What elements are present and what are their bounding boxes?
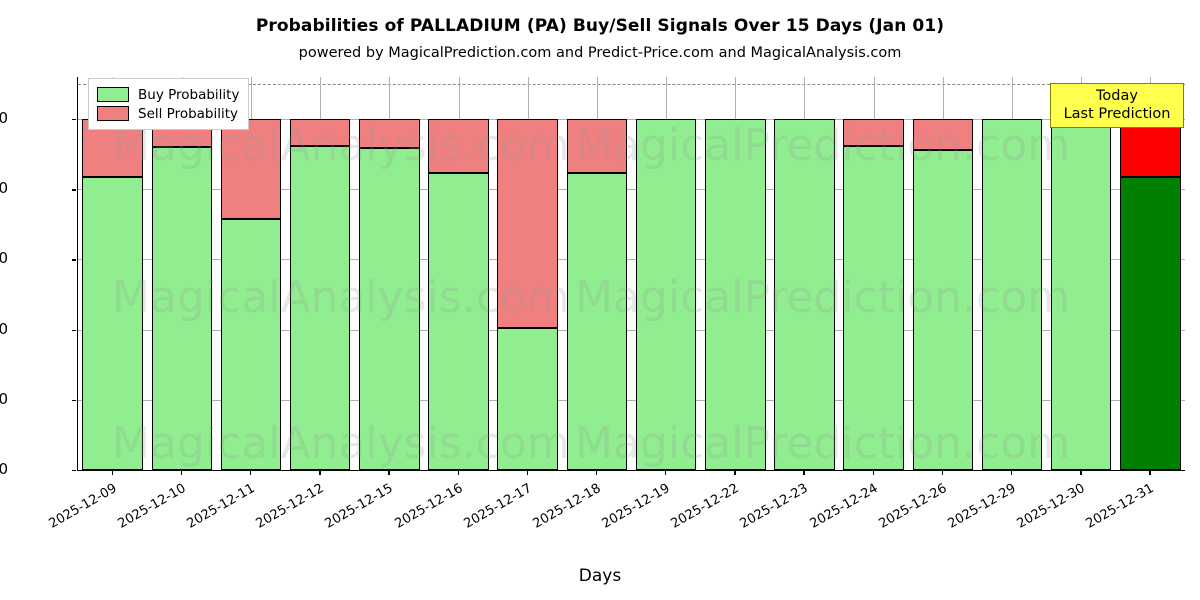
x-axis-label: Days xyxy=(578,566,622,586)
bar-group[interactable] xyxy=(705,77,766,470)
x-tick-mark xyxy=(595,470,598,475)
x-tick-mark xyxy=(526,470,529,475)
bar-group[interactable] xyxy=(220,77,282,470)
y-tick-label: 40 xyxy=(0,319,8,338)
bar-segment-sell[interactable] xyxy=(843,119,904,147)
bar-group[interactable] xyxy=(635,77,697,470)
bar-segment-buy[interactable] xyxy=(359,147,420,470)
legend-label-buy: Buy Probability xyxy=(138,86,240,103)
bar-segment-buy[interactable] xyxy=(1120,177,1181,470)
x-tick-mark xyxy=(111,470,113,475)
x-tick-mark xyxy=(734,470,736,475)
y-tick-mark xyxy=(72,329,76,332)
bar-segment-buy[interactable] xyxy=(774,119,835,470)
reference-line xyxy=(78,84,1185,86)
y-tick-label: 100 xyxy=(0,109,8,128)
bar-group[interactable] xyxy=(566,77,628,470)
today-annotation-box: Today Last Prediction xyxy=(1050,83,1184,128)
bar-segment-sell[interactable] xyxy=(1120,119,1181,177)
x-tick-mark xyxy=(941,470,944,475)
plot-area xyxy=(77,77,1185,471)
bar-segment-buy[interactable] xyxy=(82,177,143,470)
bar-segment-buy[interactable] xyxy=(566,173,628,470)
x-tick-mark xyxy=(803,470,805,475)
bar-segment-sell[interactable] xyxy=(289,119,351,147)
gridline-horizontal xyxy=(78,189,1185,191)
x-tick-mark xyxy=(1149,470,1151,475)
x-tick-mark xyxy=(319,470,321,475)
bar-group[interactable] xyxy=(82,77,143,470)
gridline-horizontal xyxy=(78,329,1185,331)
bar-segment-buy[interactable] xyxy=(912,149,974,470)
legend-swatch-buy xyxy=(97,87,129,102)
legend-item-sell: Sell Probability xyxy=(97,104,239,123)
y-tick-label: 0 xyxy=(0,460,8,478)
bar-segment-buy[interactable] xyxy=(705,119,766,470)
y-tick-mark xyxy=(72,189,76,191)
y-tick-mark xyxy=(72,470,76,472)
chart-legend: Buy Probability Sell Probability xyxy=(88,78,250,130)
bar-group[interactable] xyxy=(912,77,974,470)
x-tick-mark xyxy=(665,470,667,475)
bar-group[interactable] xyxy=(981,77,1043,470)
bar-group[interactable] xyxy=(428,77,489,470)
legend-item-buy: Buy Probability xyxy=(97,85,239,104)
bar-group[interactable] xyxy=(289,77,351,470)
bar-group[interactable] xyxy=(1120,77,1181,470)
x-tick-mark xyxy=(1080,470,1082,475)
bar-segment-buy[interactable] xyxy=(981,119,1043,470)
x-tick-mark xyxy=(457,470,459,475)
legend-label-sell: Sell Probability xyxy=(138,105,239,122)
x-tick-mark xyxy=(388,470,390,475)
bar-group[interactable] xyxy=(843,77,904,470)
gridline-horizontal xyxy=(78,119,1185,121)
bar-segment-sell[interactable] xyxy=(566,119,628,174)
y-tick-label: 60 xyxy=(0,249,8,268)
y-tick-mark xyxy=(72,399,76,402)
y-tick-label: 20 xyxy=(0,389,8,408)
chart-title: Probabilities of PALLADIUM (PA) Buy/Sell… xyxy=(255,16,945,36)
y-tick-label: 80 xyxy=(0,179,8,198)
y-tick-mark xyxy=(72,119,76,121)
today-label-line1: Today xyxy=(1096,88,1138,104)
x-tick-mark xyxy=(1011,470,1013,475)
chart-subtitle: powered by MagicalPrediction.com and Pre… xyxy=(298,45,902,61)
x-tick-mark xyxy=(249,470,252,475)
bar-segment-buy[interactable] xyxy=(635,119,697,470)
bar-segment-buy[interactable] xyxy=(289,146,351,470)
bar-segment-sell[interactable] xyxy=(497,119,558,328)
bar-segment-sell[interactable] xyxy=(359,119,420,148)
bar-segment-buy[interactable] xyxy=(428,173,489,470)
bar-group[interactable] xyxy=(359,77,420,470)
today-label-line2: Last Prediction xyxy=(1063,106,1171,122)
bar-segment-sell[interactable] xyxy=(912,119,974,150)
bar-segment-sell[interactable] xyxy=(428,119,489,174)
bar-group[interactable] xyxy=(1050,77,1112,470)
bar-group[interactable] xyxy=(151,77,213,470)
x-tick-mark xyxy=(180,470,183,475)
gridline-horizontal xyxy=(78,399,1185,401)
gridline-horizontal xyxy=(78,259,1185,261)
bar-group[interactable] xyxy=(774,77,835,470)
bar-group[interactable] xyxy=(497,77,558,470)
bar-segment-buy[interactable] xyxy=(151,147,213,470)
bar-segment-buy[interactable] xyxy=(843,146,904,470)
bar-segment-buy[interactable] xyxy=(497,327,558,470)
legend-swatch-sell xyxy=(97,106,129,121)
bar-segment-buy[interactable] xyxy=(1050,119,1112,470)
bar-segment-sell[interactable] xyxy=(220,119,282,220)
bar-segment-buy[interactable] xyxy=(220,219,282,470)
y-tick-mark xyxy=(72,259,76,261)
x-tick-mark xyxy=(872,470,875,475)
